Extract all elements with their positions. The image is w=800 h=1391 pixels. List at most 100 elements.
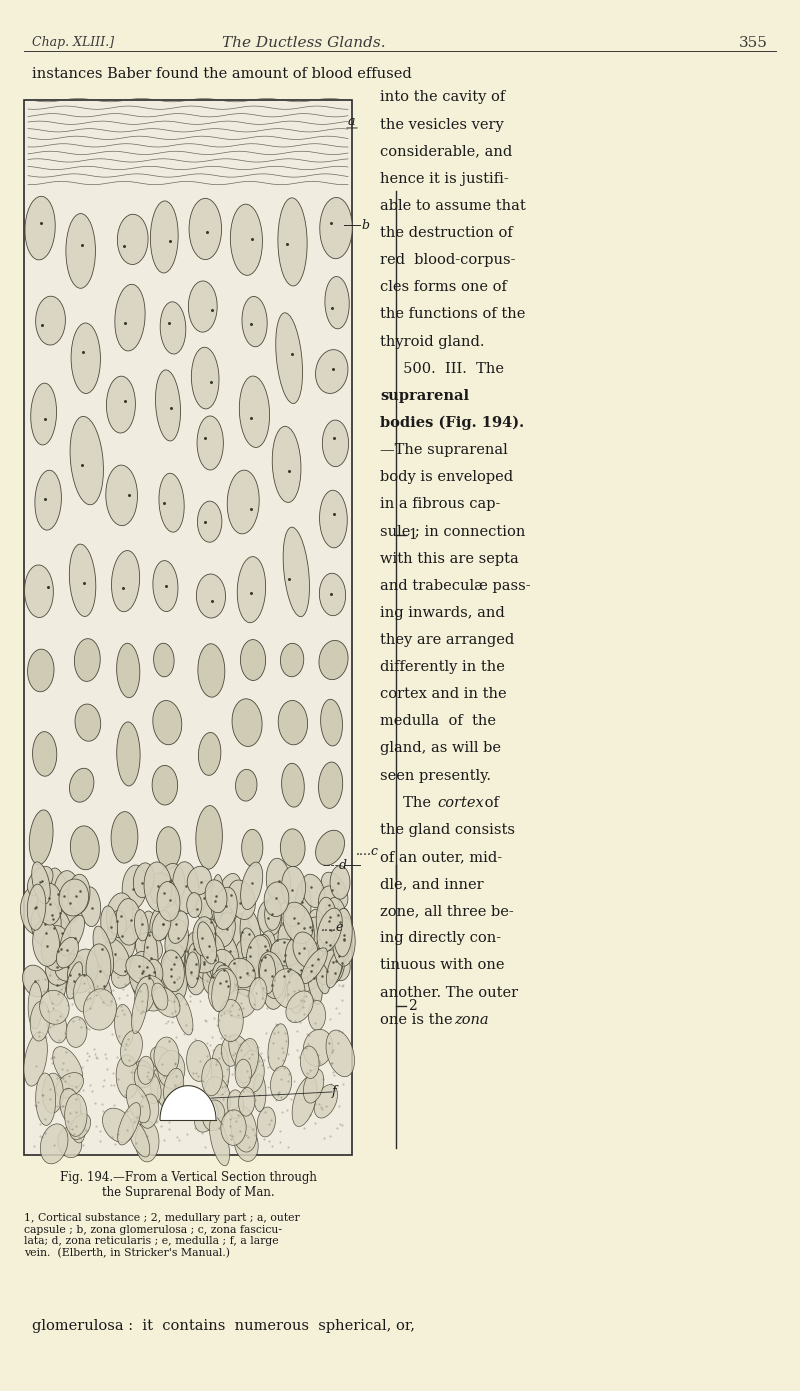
Text: body is enveloped: body is enveloped: [380, 470, 513, 484]
Ellipse shape: [67, 1103, 85, 1143]
Ellipse shape: [142, 956, 156, 981]
Text: into the cavity of: into the cavity of: [380, 90, 506, 104]
Ellipse shape: [27, 885, 46, 931]
Text: Fig. 194.—From a Vertical Section through
the Suprarenal Body of Man.: Fig. 194.—From a Vertical Section throug…: [59, 1171, 317, 1199]
Ellipse shape: [186, 957, 206, 995]
Ellipse shape: [322, 420, 349, 466]
Ellipse shape: [70, 826, 99, 869]
Ellipse shape: [58, 1128, 82, 1157]
Ellipse shape: [325, 935, 344, 982]
Ellipse shape: [266, 858, 290, 904]
Ellipse shape: [174, 993, 193, 1035]
Ellipse shape: [264, 882, 289, 917]
Ellipse shape: [54, 871, 79, 915]
Ellipse shape: [229, 1035, 255, 1075]
Ellipse shape: [242, 296, 267, 346]
Text: the vesicles very: the vesicles very: [380, 117, 504, 132]
Ellipse shape: [192, 950, 218, 972]
Ellipse shape: [265, 897, 282, 931]
Ellipse shape: [242, 946, 262, 988]
Ellipse shape: [111, 811, 138, 864]
Ellipse shape: [194, 881, 218, 921]
Ellipse shape: [198, 733, 221, 775]
Text: seen presently.: seen presently.: [380, 768, 491, 783]
Text: medulla  of  the: medulla of the: [380, 714, 496, 729]
Ellipse shape: [234, 1125, 258, 1161]
Text: 1: 1: [408, 527, 417, 542]
Ellipse shape: [116, 1054, 139, 1099]
Ellipse shape: [212, 970, 230, 1011]
Ellipse shape: [225, 951, 244, 979]
Ellipse shape: [114, 1004, 134, 1047]
Ellipse shape: [126, 1084, 150, 1123]
Ellipse shape: [258, 951, 286, 999]
Ellipse shape: [314, 1085, 338, 1118]
Ellipse shape: [134, 910, 148, 940]
Ellipse shape: [33, 919, 59, 967]
Ellipse shape: [75, 704, 101, 741]
Text: —The suprarenal: —The suprarenal: [380, 442, 508, 458]
Ellipse shape: [137, 975, 166, 1011]
Ellipse shape: [317, 950, 340, 985]
Ellipse shape: [106, 893, 133, 935]
Ellipse shape: [318, 886, 338, 918]
Ellipse shape: [287, 972, 304, 1014]
Ellipse shape: [159, 958, 181, 1000]
Text: cortex: cortex: [438, 796, 484, 810]
Ellipse shape: [170, 944, 186, 971]
Ellipse shape: [278, 956, 300, 985]
Ellipse shape: [155, 370, 181, 441]
Text: one is the: one is the: [380, 1013, 458, 1027]
Ellipse shape: [150, 1067, 175, 1104]
Text: and trabeculæ pass-: and trabeculæ pass-: [380, 579, 530, 593]
Ellipse shape: [280, 643, 304, 677]
Text: 355: 355: [739, 36, 768, 50]
Ellipse shape: [214, 887, 238, 929]
Ellipse shape: [272, 426, 301, 502]
Ellipse shape: [303, 1068, 324, 1103]
Ellipse shape: [42, 1072, 63, 1113]
Ellipse shape: [334, 917, 350, 961]
Ellipse shape: [150, 200, 178, 273]
Ellipse shape: [130, 951, 155, 996]
Ellipse shape: [152, 765, 178, 805]
Ellipse shape: [107, 915, 135, 960]
Ellipse shape: [258, 1107, 275, 1136]
Text: of an outer, mid-: of an outer, mid-: [380, 850, 502, 864]
Ellipse shape: [198, 922, 217, 964]
Ellipse shape: [208, 968, 238, 1013]
Ellipse shape: [216, 912, 235, 947]
Ellipse shape: [146, 960, 163, 986]
Ellipse shape: [240, 1050, 264, 1092]
Ellipse shape: [81, 887, 101, 926]
Ellipse shape: [53, 932, 74, 968]
Ellipse shape: [61, 954, 76, 988]
Ellipse shape: [186, 893, 202, 918]
Ellipse shape: [308, 949, 325, 974]
Ellipse shape: [117, 722, 140, 786]
Ellipse shape: [317, 908, 342, 951]
Ellipse shape: [217, 932, 239, 972]
Ellipse shape: [300, 1046, 319, 1078]
Ellipse shape: [55, 954, 82, 981]
Text: ing directly con-: ing directly con-: [380, 932, 501, 946]
Ellipse shape: [47, 1010, 67, 1043]
Ellipse shape: [226, 989, 256, 1018]
Ellipse shape: [262, 957, 287, 1010]
Ellipse shape: [139, 964, 156, 992]
Ellipse shape: [25, 565, 54, 618]
Ellipse shape: [74, 975, 94, 1013]
Ellipse shape: [161, 953, 187, 1003]
Ellipse shape: [66, 961, 82, 999]
Ellipse shape: [46, 953, 71, 985]
Ellipse shape: [191, 348, 219, 409]
Ellipse shape: [150, 1046, 177, 1075]
Ellipse shape: [315, 349, 348, 394]
Ellipse shape: [25, 196, 55, 260]
Ellipse shape: [154, 1038, 179, 1075]
Ellipse shape: [290, 908, 314, 953]
Ellipse shape: [205, 881, 227, 912]
Ellipse shape: [197, 416, 223, 470]
Ellipse shape: [278, 198, 307, 287]
Ellipse shape: [242, 829, 263, 867]
